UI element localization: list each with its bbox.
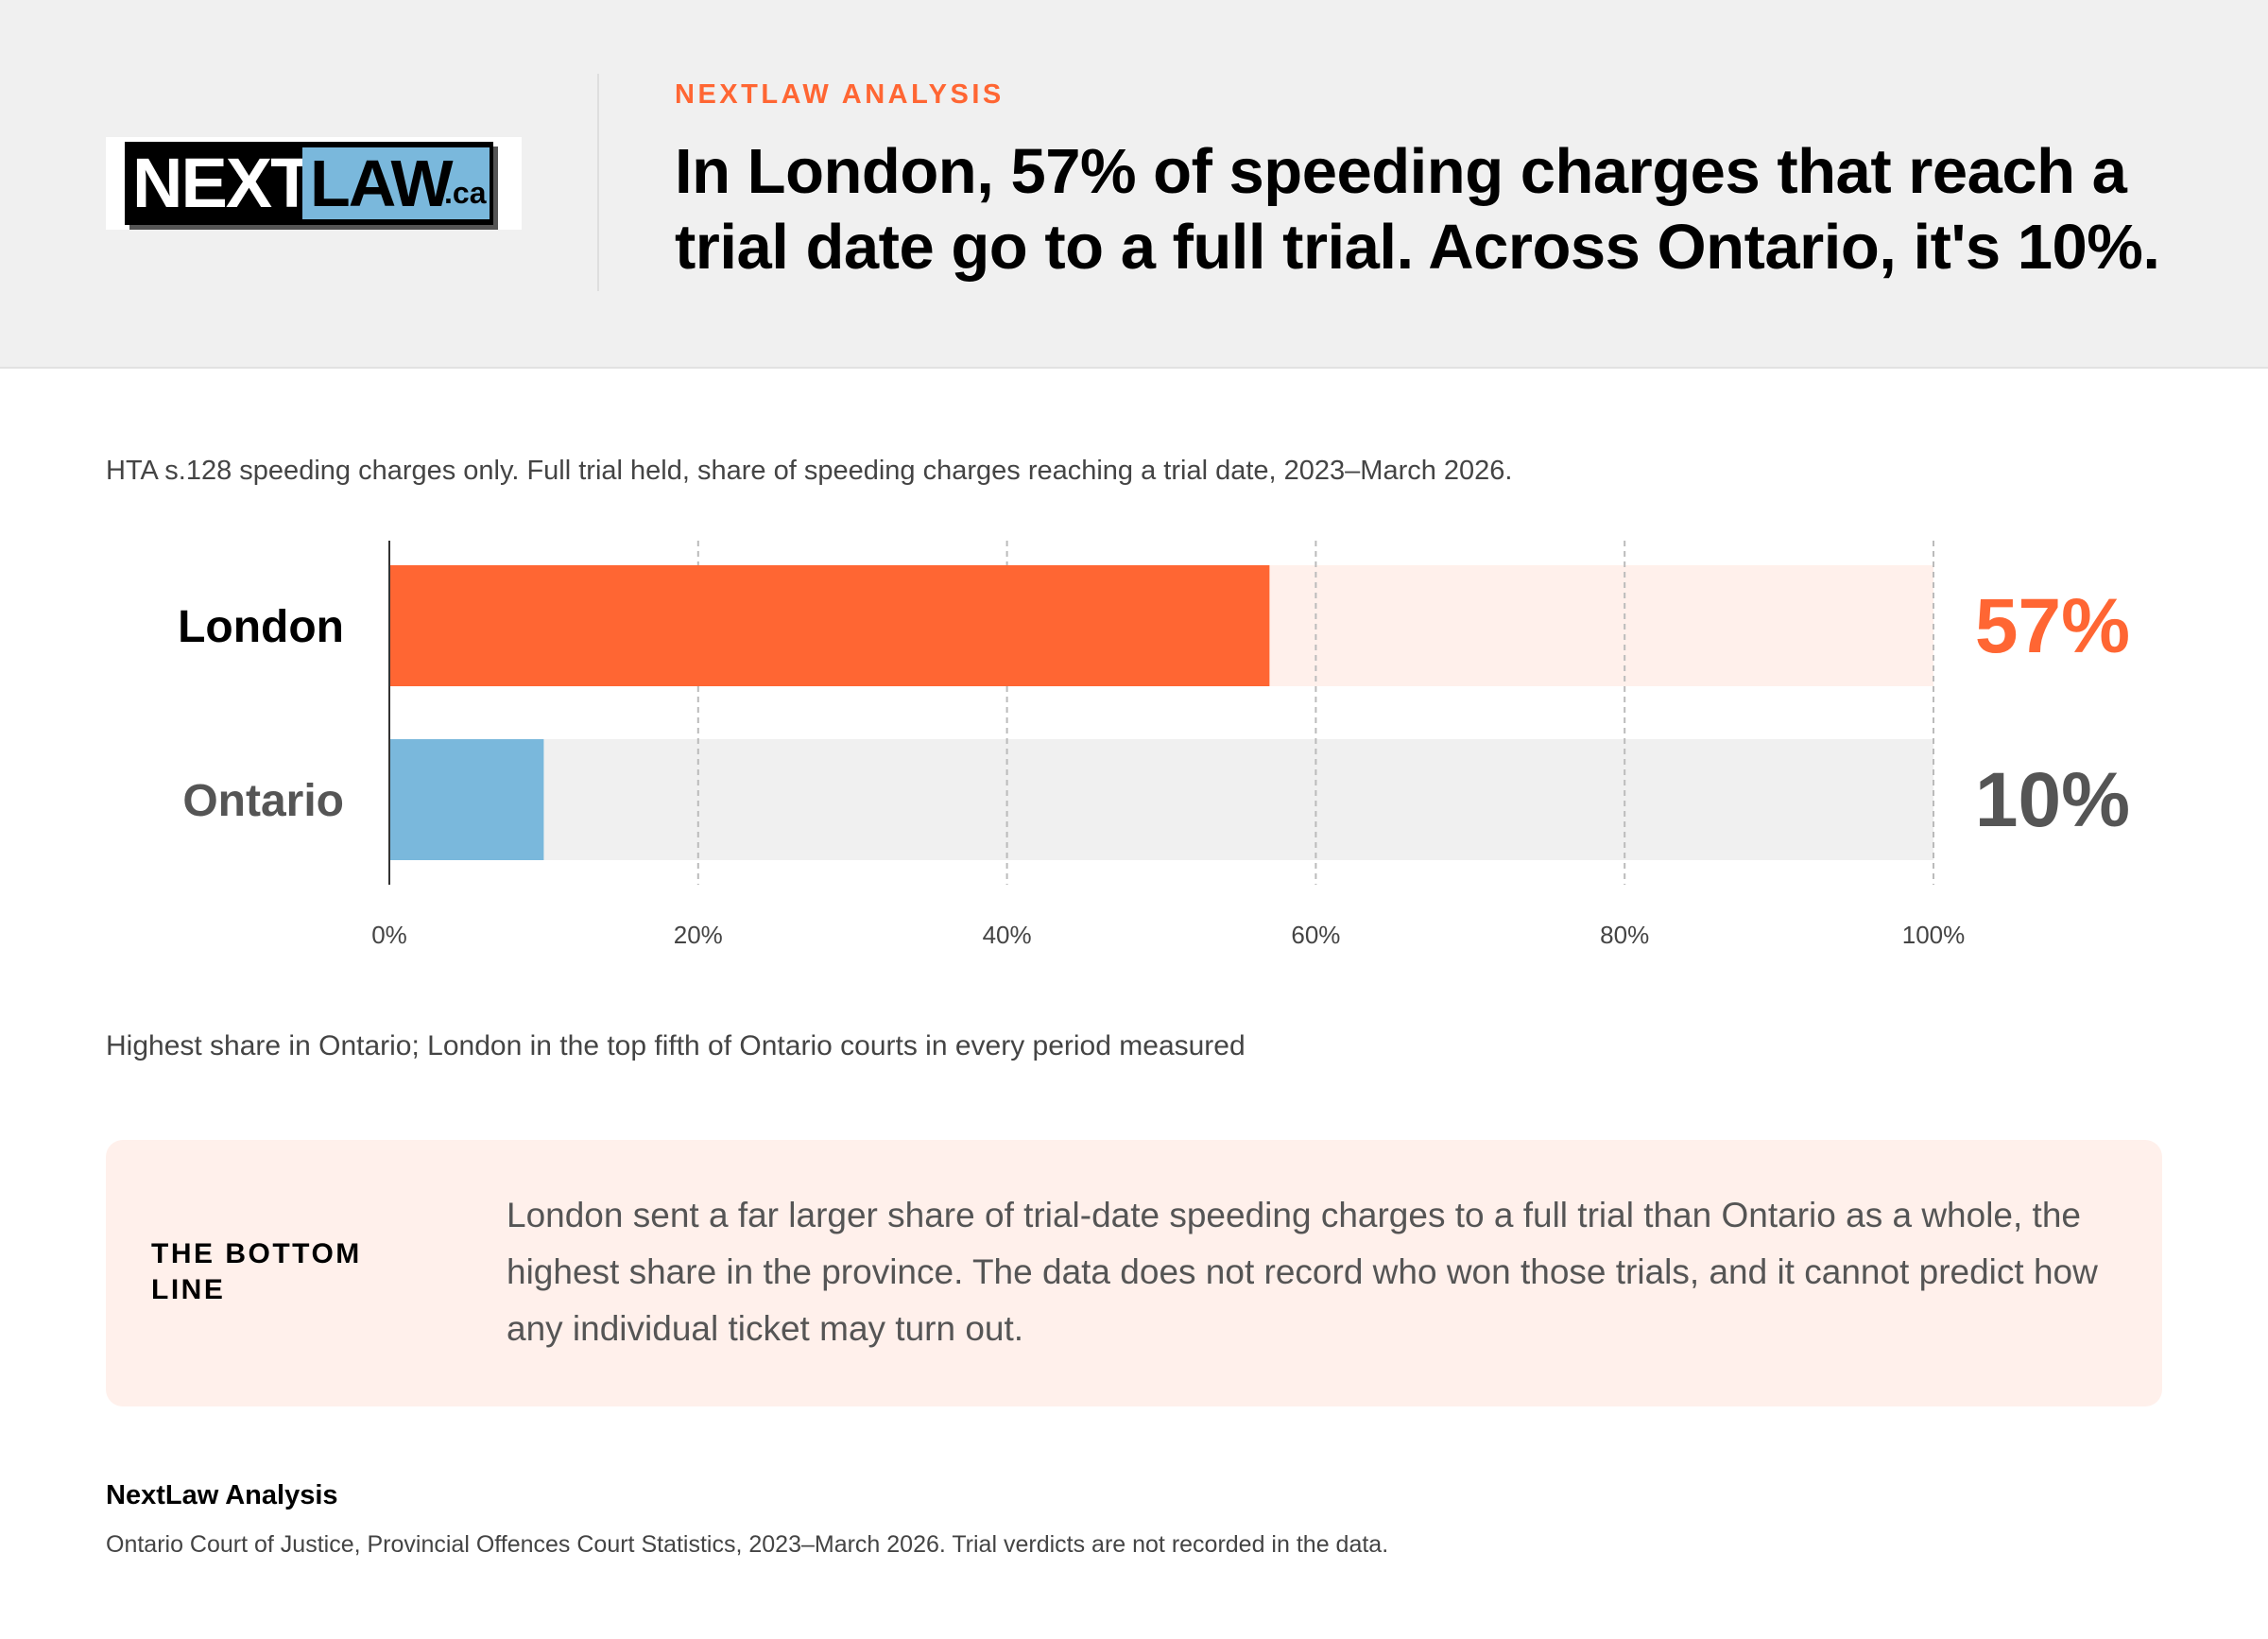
- chart-subtitle: HTA s.128 speeding charges only. Full tr…: [106, 456, 1513, 486]
- logo-ca-text: .ca: [444, 176, 487, 210]
- callout-body: London sent a far larger share of trial-…: [507, 1196, 2098, 1348]
- value-label-london: 57%: [1975, 583, 2130, 669]
- callout-label: THE BOTTOM LINE: [151, 1238, 362, 1305]
- logo-law-text: LAW: [310, 147, 454, 220]
- chart-note: Highest share in Ontario; London in the …: [106, 1030, 1246, 1061]
- source-text: Ontario Court of Justice, Provincial Off…: [106, 1531, 1389, 1558]
- bottom-line-callout: THE BOTTOM LINE London sent a far larger…: [106, 1140, 2162, 1406]
- logo-next-text: NEXT: [132, 144, 313, 222]
- headline: In London, 57% of speeding charges that …: [675, 136, 2160, 283]
- x-tick-label-20: 20%: [674, 921, 723, 949]
- logo-law-box: LAW .ca: [302, 147, 490, 219]
- bar-track-ontario: [389, 739, 1933, 860]
- logo-mark: NEXT LAW .ca: [125, 142, 493, 225]
- x-tick-label-60: 60%: [1291, 921, 1340, 949]
- x-tick-label-40: 40%: [983, 921, 1032, 949]
- value-label-ontario: 10%: [1975, 757, 2130, 843]
- category-label-london: London: [178, 602, 344, 652]
- source-title: NextLaw Analysis: [106, 1480, 338, 1510]
- nextlaw-logo: NEXT LAW .ca: [106, 137, 522, 230]
- bar-chart: London Ontario 57% 10% 0% 20% 40% 60% 80% 100%: [178, 541, 2130, 949]
- kicker: NEXTLAW ANALYSIS: [675, 79, 1005, 110]
- x-tick-label-100: 100%: [1902, 921, 1966, 949]
- x-tick-label-0: 0%: [371, 921, 407, 949]
- header-divider: [597, 74, 599, 291]
- x-tick-label-80: 80%: [1600, 921, 1649, 949]
- category-label-ontario: Ontario: [182, 776, 344, 826]
- header-band: NEXT LAW .ca NEXTLAW ANALYSIS In London,…: [0, 0, 2268, 369]
- bar-london: [389, 565, 1270, 686]
- bar-ontario: [389, 739, 544, 860]
